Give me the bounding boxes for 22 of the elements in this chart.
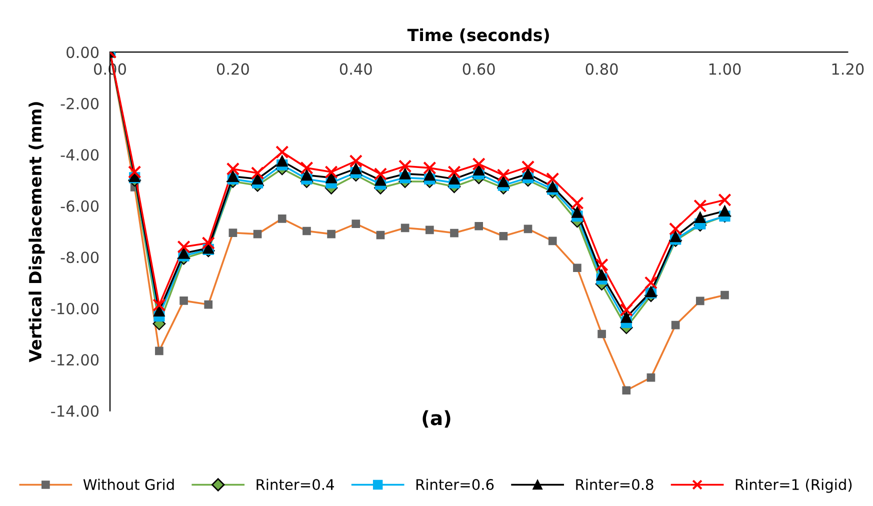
y-tick-label: -6.00 [60, 200, 99, 212]
legend-label: Rinter=1 (Rigid) [736, 478, 852, 493]
x-tick-label: 0.80 [586, 63, 618, 75]
y-tick-label: -12.00 [51, 354, 99, 366]
y-axis-title: Vertical Displacement (mm) [28, 102, 45, 362]
y-tick-label: -8.00 [60, 252, 99, 264]
x-tick-label: 1.20 [832, 63, 864, 75]
x-tick-label: 1.00 [709, 63, 741, 75]
legend-label: Without Grid [83, 478, 174, 490]
y-tick-label: -4.00 [60, 149, 99, 161]
x-axis-title: Time (seconds) [407, 28, 549, 44]
y-tick-label: -2.00 [60, 98, 99, 110]
y-tick-label: 0.00 [66, 46, 99, 58]
legend-label: Rinter=0.6 [416, 478, 494, 490]
y-tick-label: -14.00 [51, 405, 99, 417]
legend-label: Rinter=0.8 [576, 478, 654, 490]
annotation: (a) [422, 410, 450, 428]
legend-label: Rinter=0.4 [256, 478, 334, 490]
x-tick-label: 0.60 [462, 63, 495, 75]
x-tick-label: 0.20 [216, 63, 249, 75]
x-tick-label: 0.40 [340, 63, 372, 75]
y-tick-label: -10.00 [51, 302, 99, 314]
